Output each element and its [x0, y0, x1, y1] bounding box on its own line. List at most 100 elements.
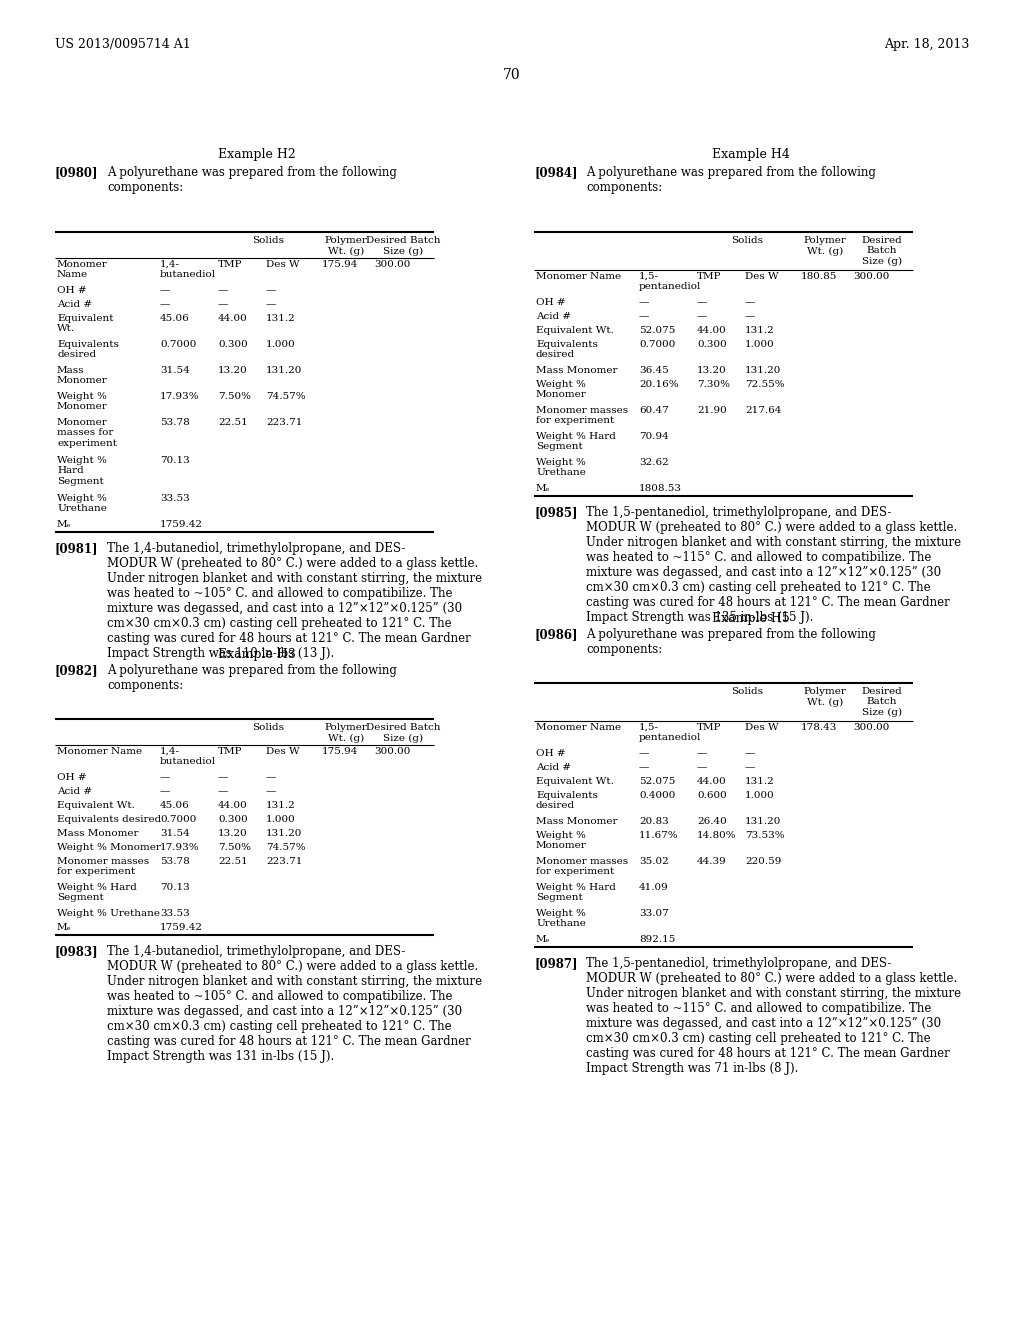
Text: 45.06: 45.06 — [160, 314, 189, 323]
Text: 1,4-
butanediol: 1,4- butanediol — [160, 747, 216, 767]
Text: Equivalents
desired: Equivalents desired — [536, 341, 598, 359]
Text: —: — — [745, 312, 756, 321]
Text: The 1,5-pentanediol, trimethylolpropane, and DES-
MODUR W (preheated to 80° C.) : The 1,5-pentanediol, trimethylolpropane,… — [586, 957, 962, 1074]
Text: —: — — [218, 286, 228, 294]
Text: 74.57%: 74.57% — [266, 843, 305, 851]
Text: Polymer
Wt. (g): Polymer Wt. (g) — [804, 236, 847, 256]
Text: [0984]: [0984] — [534, 166, 578, 180]
Text: 22.51: 22.51 — [218, 418, 248, 426]
Text: [0986]: [0986] — [534, 628, 578, 642]
Text: A polyurethane was prepared from the following
components:: A polyurethane was prepared from the fol… — [586, 166, 876, 194]
Text: —: — — [639, 312, 649, 321]
Text: Solids: Solids — [731, 236, 763, 246]
Text: 223.71: 223.71 — [266, 857, 302, 866]
Text: A polyurethane was prepared from the following
components:: A polyurethane was prepared from the fol… — [106, 664, 397, 692]
Text: 53.78: 53.78 — [160, 857, 189, 866]
Text: —: — — [697, 298, 708, 308]
Text: Weight % Urethane: Weight % Urethane — [57, 909, 160, 917]
Text: 0.300: 0.300 — [218, 341, 248, 348]
Text: OH #: OH # — [536, 748, 565, 758]
Text: 22.51: 22.51 — [218, 857, 248, 866]
Text: Monomer
masses for
experiment: Monomer masses for experiment — [57, 418, 117, 447]
Text: 220.59: 220.59 — [745, 857, 781, 866]
Text: Mₑ: Mₑ — [536, 935, 551, 944]
Text: 70: 70 — [503, 69, 521, 82]
Text: Desired Batch
Size (g): Desired Batch Size (g) — [366, 236, 440, 256]
Text: 300.00: 300.00 — [853, 723, 890, 733]
Text: The 1,5-pentanediol, trimethylolpropane, and DES-
MODUR W (preheated to 80° C.) : The 1,5-pentanediol, trimethylolpropane,… — [586, 506, 962, 624]
Text: 44.00: 44.00 — [697, 326, 727, 335]
Text: 1.000: 1.000 — [266, 814, 296, 824]
Text: 14.80%: 14.80% — [697, 832, 736, 840]
Text: —: — — [160, 787, 170, 796]
Text: Weight % Hard
Segment: Weight % Hard Segment — [536, 883, 615, 903]
Text: 13.20: 13.20 — [697, 366, 727, 375]
Text: 131.2: 131.2 — [745, 326, 775, 335]
Text: 1.000: 1.000 — [266, 341, 296, 348]
Text: OH #: OH # — [57, 774, 87, 781]
Text: 217.64: 217.64 — [745, 407, 781, 414]
Text: Solids: Solids — [252, 236, 284, 246]
Text: —: — — [697, 763, 708, 772]
Text: [0985]: [0985] — [534, 506, 578, 519]
Text: 53.78: 53.78 — [160, 418, 189, 426]
Text: 26.40: 26.40 — [697, 817, 727, 826]
Text: 70.13: 70.13 — [160, 455, 189, 465]
Text: 131.20: 131.20 — [266, 829, 302, 838]
Text: 70.94: 70.94 — [639, 432, 669, 441]
Text: Weight % Monomer: Weight % Monomer — [57, 843, 161, 851]
Text: —: — — [266, 787, 276, 796]
Text: Mₑ: Mₑ — [536, 484, 551, 492]
Text: Des W: Des W — [745, 723, 778, 733]
Text: [0980]: [0980] — [55, 166, 98, 180]
Text: Mass Monomer: Mass Monomer — [536, 366, 617, 375]
Text: 131.2: 131.2 — [266, 314, 296, 323]
Text: Des W: Des W — [745, 272, 778, 281]
Text: 44.00: 44.00 — [697, 777, 727, 785]
Text: 33.53: 33.53 — [160, 909, 189, 917]
Text: Weight %
Urethane: Weight % Urethane — [536, 458, 586, 478]
Text: 31.54: 31.54 — [160, 829, 189, 838]
Text: Equivalent Wt.: Equivalent Wt. — [536, 777, 613, 785]
Text: Equivalent
Wt.: Equivalent Wt. — [57, 314, 114, 334]
Text: 33.53: 33.53 — [160, 494, 189, 503]
Text: 0.7000: 0.7000 — [160, 341, 197, 348]
Text: Mₑ: Mₑ — [57, 520, 72, 529]
Text: Equivalent Wt.: Equivalent Wt. — [57, 801, 135, 810]
Text: Des W: Des W — [266, 260, 300, 269]
Text: 1,5-
pentanediol: 1,5- pentanediol — [639, 723, 701, 742]
Text: 0.7000: 0.7000 — [639, 341, 676, 348]
Text: 60.47: 60.47 — [639, 407, 669, 414]
Text: 131.2: 131.2 — [745, 777, 775, 785]
Text: A polyurethane was prepared from the following
components:: A polyurethane was prepared from the fol… — [106, 166, 397, 194]
Text: —: — — [218, 774, 228, 781]
Text: TMP: TMP — [218, 747, 243, 756]
Text: Monomer masses
for experiment: Monomer masses for experiment — [536, 407, 628, 425]
Text: —: — — [218, 300, 228, 309]
Text: 11.67%: 11.67% — [639, 832, 679, 840]
Text: Desired Batch
Size (g): Desired Batch Size (g) — [366, 723, 440, 743]
Text: 0.300: 0.300 — [218, 814, 248, 824]
Text: Mass
Monomer: Mass Monomer — [57, 366, 108, 385]
Text: Desired
Batch
Size (g): Desired Batch Size (g) — [861, 686, 902, 717]
Text: Apr. 18, 2013: Apr. 18, 2013 — [884, 38, 969, 51]
Text: TMP: TMP — [697, 723, 722, 733]
Text: 1808.53: 1808.53 — [639, 484, 682, 492]
Text: TMP: TMP — [697, 272, 722, 281]
Text: 7.30%: 7.30% — [697, 380, 730, 389]
Text: 21.90: 21.90 — [697, 407, 727, 414]
Text: —: — — [266, 300, 276, 309]
Text: Solids: Solids — [252, 723, 284, 733]
Text: Polymer
Wt. (g): Polymer Wt. (g) — [804, 686, 847, 706]
Text: Mass Monomer: Mass Monomer — [536, 817, 617, 826]
Text: 1759.42: 1759.42 — [160, 520, 203, 529]
Text: The 1,4-butanediol, trimethylolpropane, and DES-
MODUR W (preheated to 80° C.) w: The 1,4-butanediol, trimethylolpropane, … — [106, 945, 482, 1063]
Text: 7.50%: 7.50% — [218, 843, 251, 851]
Text: Monomer masses
for experiment: Monomer masses for experiment — [57, 857, 150, 876]
Text: Equivalents
desired: Equivalents desired — [536, 791, 598, 810]
Text: 131.2: 131.2 — [266, 801, 296, 810]
Text: Monomer Name: Monomer Name — [57, 747, 142, 756]
Text: Polymer
Wt. (g): Polymer Wt. (g) — [325, 723, 368, 743]
Text: Mass Monomer: Mass Monomer — [57, 829, 138, 838]
Text: US 2013/0095714 A1: US 2013/0095714 A1 — [55, 38, 190, 51]
